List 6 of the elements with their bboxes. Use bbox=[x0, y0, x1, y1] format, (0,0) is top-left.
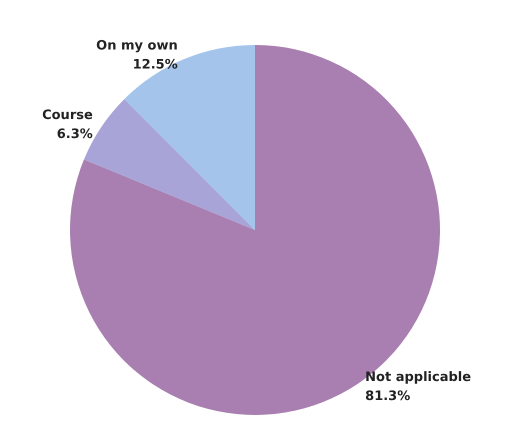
slice-label: On my own bbox=[96, 38, 178, 54]
slice-label: Not applicable bbox=[365, 370, 472, 386]
slice-label: Course bbox=[42, 108, 93, 124]
data-label: 12.5% bbox=[132, 57, 178, 72]
data-label: 6.3% bbox=[56, 127, 93, 142]
data-label: 81.3% bbox=[365, 389, 410, 404]
